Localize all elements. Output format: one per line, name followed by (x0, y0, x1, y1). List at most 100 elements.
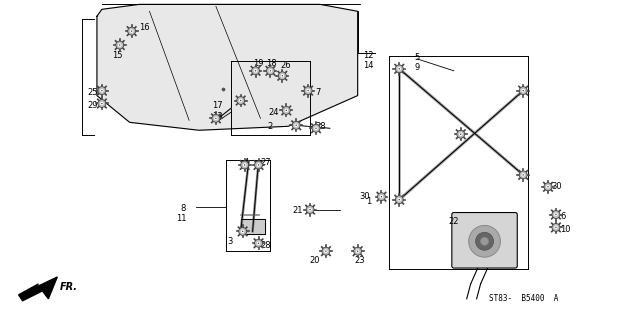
Circle shape (252, 67, 259, 75)
Circle shape (459, 132, 462, 136)
Circle shape (399, 68, 400, 69)
Text: 26: 26 (280, 61, 291, 70)
Circle shape (554, 226, 558, 229)
Circle shape (357, 251, 359, 252)
Circle shape (258, 243, 259, 244)
Circle shape (312, 124, 320, 132)
Circle shape (269, 69, 272, 73)
Circle shape (294, 124, 298, 127)
Circle shape (397, 198, 401, 201)
Circle shape (314, 126, 318, 130)
Circle shape (546, 185, 550, 188)
Circle shape (522, 174, 524, 176)
Circle shape (98, 87, 106, 95)
Circle shape (119, 44, 120, 46)
Circle shape (280, 74, 284, 77)
Circle shape (380, 195, 383, 198)
Circle shape (522, 173, 525, 177)
Circle shape (555, 227, 557, 228)
Circle shape (519, 171, 527, 179)
Circle shape (100, 102, 104, 105)
Text: 20: 20 (310, 256, 320, 265)
Text: 9: 9 (414, 63, 419, 72)
Circle shape (324, 249, 327, 253)
Circle shape (255, 239, 262, 247)
Circle shape (306, 206, 314, 213)
Circle shape (552, 223, 560, 231)
Circle shape (266, 67, 275, 75)
Text: 28: 28 (261, 241, 271, 250)
Circle shape (304, 87, 312, 95)
Text: 12: 12 (362, 51, 373, 60)
Circle shape (101, 103, 103, 104)
Circle shape (476, 232, 494, 250)
Circle shape (457, 130, 465, 138)
Circle shape (255, 161, 262, 169)
Circle shape (378, 193, 385, 201)
Circle shape (547, 186, 548, 188)
Polygon shape (97, 4, 357, 130)
Circle shape (296, 124, 297, 126)
Circle shape (552, 211, 560, 219)
Circle shape (239, 99, 243, 102)
Text: FR.: FR. (61, 282, 78, 292)
Text: 14: 14 (362, 61, 373, 70)
Text: 2: 2 (267, 122, 273, 131)
Circle shape (98, 100, 106, 108)
Circle shape (130, 29, 133, 33)
Text: 6: 6 (560, 212, 565, 220)
Circle shape (241, 161, 248, 169)
Circle shape (127, 27, 136, 35)
Circle shape (399, 199, 400, 200)
Circle shape (480, 237, 489, 245)
FancyBboxPatch shape (452, 212, 517, 268)
Circle shape (285, 109, 288, 112)
Circle shape (326, 251, 327, 252)
Circle shape (469, 225, 501, 257)
Circle shape (257, 163, 261, 167)
Text: 11: 11 (176, 213, 186, 222)
Circle shape (315, 128, 317, 129)
Circle shape (239, 228, 247, 235)
Circle shape (306, 89, 310, 92)
Text: 17: 17 (212, 100, 223, 109)
Circle shape (522, 89, 525, 92)
Circle shape (254, 69, 257, 73)
Text: 1: 1 (366, 197, 371, 206)
Circle shape (237, 97, 245, 105)
Circle shape (554, 213, 558, 216)
Circle shape (381, 196, 382, 197)
Text: 19: 19 (254, 59, 264, 68)
Polygon shape (18, 277, 57, 301)
Text: 8: 8 (181, 204, 186, 212)
Text: 16: 16 (140, 23, 150, 32)
Text: 23: 23 (355, 256, 365, 265)
Circle shape (240, 100, 241, 101)
Text: 21: 21 (292, 206, 303, 215)
Circle shape (131, 30, 132, 32)
Circle shape (282, 75, 283, 76)
Polygon shape (241, 220, 266, 234)
Text: ST83-  B5400  A: ST83- B5400 A (489, 294, 558, 303)
Text: 27: 27 (261, 158, 271, 167)
Text: 13: 13 (212, 112, 223, 121)
Circle shape (278, 72, 286, 80)
Circle shape (396, 196, 403, 204)
Text: 30: 30 (551, 182, 562, 191)
Circle shape (396, 65, 403, 73)
Circle shape (460, 133, 461, 135)
Circle shape (242, 231, 243, 232)
Text: 10: 10 (560, 225, 570, 235)
Circle shape (118, 43, 122, 47)
Circle shape (241, 229, 245, 233)
Circle shape (257, 242, 261, 245)
Circle shape (310, 209, 311, 210)
Text: 5: 5 (414, 53, 419, 62)
Circle shape (397, 67, 401, 71)
Circle shape (258, 164, 259, 166)
Text: 3: 3 (227, 237, 233, 246)
Text: 25: 25 (87, 88, 97, 97)
Circle shape (308, 208, 312, 211)
Text: 28: 28 (315, 122, 326, 131)
Circle shape (100, 89, 104, 92)
